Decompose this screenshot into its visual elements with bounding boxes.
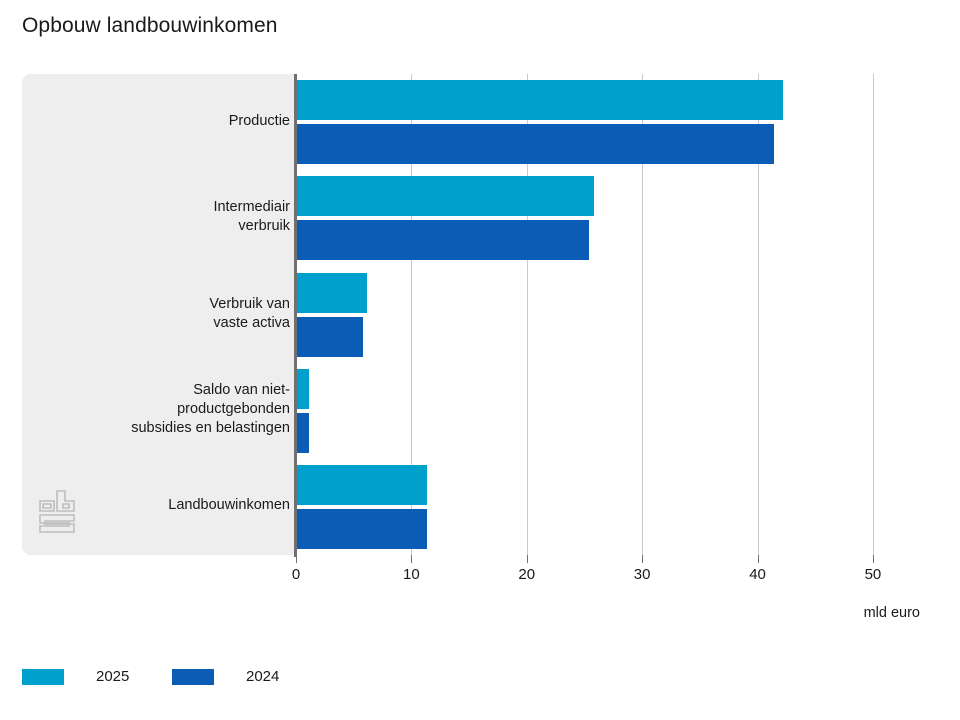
- bar-2024-1: [297, 220, 589, 261]
- x-tick-mark-20: [526, 555, 528, 563]
- cbs-logo: [39, 490, 75, 533]
- category-label-0: Productie: [22, 112, 290, 131]
- legend-item-2024[interactable]: 2024: [172, 668, 322, 685]
- bar-2024-4: [297, 508, 428, 549]
- bar-2025-4: [297, 464, 428, 505]
- x-tick-label-0: 0: [291, 566, 301, 583]
- bar-2024-0: [297, 124, 774, 165]
- bar-2025-0: [297, 80, 783, 121]
- x-tick-label-40: 40: [749, 566, 766, 583]
- x-tick-mark-50: [872, 555, 874, 563]
- zero-axis-line: [294, 74, 297, 557]
- x-tick-label-30: 30: [633, 566, 651, 583]
- gridline-40: [757, 74, 759, 555]
- bar-2025-3: [297, 368, 309, 409]
- gridline-30: [642, 74, 644, 555]
- category-label-2: Verbruik van vaste activa: [22, 295, 290, 333]
- category-label-line: subsidies en belastingen: [131, 420, 290, 437]
- legend-label-2025: 2025: [96, 668, 130, 685]
- page-title: Opbouw landbouwinkomen: [22, 14, 278, 37]
- axis-unit-label: mld euro: [863, 605, 920, 621]
- category-label-line: Productie: [228, 112, 290, 129]
- category-label-4: Landbouwinkomen: [22, 496, 290, 515]
- category-label-line: productgebonden: [177, 401, 290, 418]
- x-tick-label-50: 50: [864, 566, 882, 583]
- legend-label-2024: 2024: [246, 668, 280, 685]
- x-tick-mark-30: [642, 555, 644, 563]
- legend-swatch-2024: [172, 668, 214, 685]
- legend-item-2025[interactable]: 2025: [22, 668, 172, 685]
- bar-2024-3: [297, 412, 309, 453]
- category-label-line: Verbruik van: [209, 295, 290, 312]
- x-tick-mark-10: [411, 555, 413, 563]
- gridline-20: [526, 74, 528, 555]
- bar-2025-2: [297, 272, 368, 313]
- category-label-line: Saldo van niet-: [193, 382, 290, 399]
- x-tick-mark-40: [757, 555, 759, 563]
- category-label-panel: [22, 74, 296, 555]
- gridline-50: [872, 74, 874, 555]
- category-label-line: Landbouwinkomen: [168, 497, 290, 514]
- x-tick-label-10: 10: [403, 566, 420, 583]
- bar-2024-2: [297, 316, 363, 357]
- category-label-3: Saldo van niet-productgebonden subsidies …: [22, 381, 290, 438]
- category-label-line: Intermediair: [213, 199, 290, 216]
- gridline-10: [411, 74, 413, 555]
- bar-2025-1: [297, 176, 594, 217]
- category-label-1: Intermediair verbruik: [22, 198, 290, 236]
- x-tick-label-20: 20: [518, 566, 536, 583]
- category-label-line: verbruik: [238, 218, 290, 235]
- x-tick-mark-0: [296, 555, 297, 563]
- legend-swatch-2025: [22, 668, 64, 685]
- legend: 2025 2024: [22, 668, 322, 685]
- category-label-line: vaste activa: [213, 314, 290, 331]
